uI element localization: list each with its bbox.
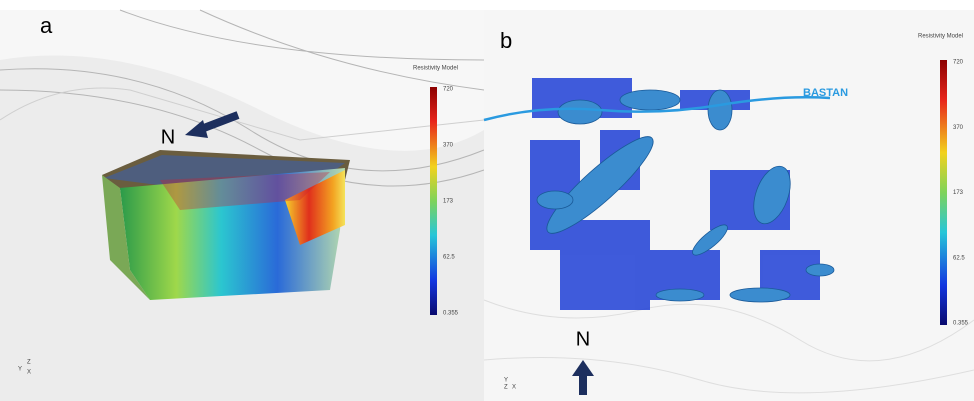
river <box>483 96 831 122</box>
block-anomaly <box>285 170 345 245</box>
north-label: N <box>161 126 175 148</box>
axis-label: Z <box>504 385 508 391</box>
colorbar-tick-label: 62.5 <box>443 255 455 261</box>
colorbar <box>940 60 947 325</box>
block-side <box>102 175 150 300</box>
terrain-ridge <box>0 87 485 141</box>
axis-label: X <box>512 385 516 391</box>
panel-b: BASTAN b Resistivity Model 720 370 173 62.5… <box>483 10 974 401</box>
north-label: N <box>576 328 590 350</box>
colorbar-tick-label: 62.5 <box>953 255 965 261</box>
panel-label: a <box>40 13 53 38</box>
colorbar-tick-label: 173 <box>443 199 454 205</box>
resistivity-bodies <box>536 89 835 303</box>
block-texture <box>160 172 330 210</box>
colorbar-tick-label: 370 <box>953 125 964 131</box>
colorbar-ticks: 720 370 173 62.5 0.355 <box>443 87 459 317</box>
north-arrow <box>572 360 594 395</box>
river-label: BASTAN <box>803 87 848 99</box>
colorbar-title: Resistivity Model <box>413 66 458 72</box>
colorbar-tick-label: 0.355 <box>443 311 459 317</box>
terrain-ridge <box>483 299 974 394</box>
axis-label: Y <box>504 378 508 384</box>
axis-label: Z <box>27 360 31 366</box>
north-arrow-head <box>185 120 208 138</box>
colorbar <box>430 87 437 315</box>
colorbar-title: Resistivity Model <box>918 34 963 40</box>
colorbar-tick-label: 173 <box>953 190 964 196</box>
colorbar-tick-label: 720 <box>953 60 964 66</box>
axis-label: X <box>27 370 31 376</box>
terrain-sky <box>0 10 484 151</box>
colorbar-tick-label: 0.355 <box>953 321 969 327</box>
colorbar-ticks: 720 370 173 62.5 0.355 <box>953 60 969 327</box>
axis-label: Y <box>18 367 22 373</box>
colorbar-tick-label: 720 <box>443 87 454 93</box>
panel-a: N a Resistivity Model 720 370 173 62.5 0.355… <box>0 9 485 401</box>
colorbar-tick-label: 370 <box>443 143 454 149</box>
panel-label: b <box>500 28 512 53</box>
terrain-ridge <box>0 9 485 187</box>
